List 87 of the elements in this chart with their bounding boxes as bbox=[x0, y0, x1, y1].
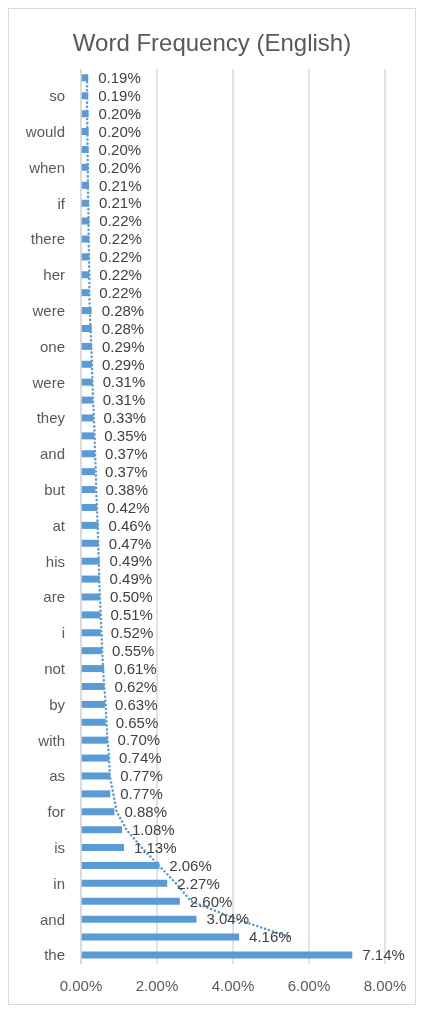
data-label: 0.28% bbox=[101, 319, 145, 337]
data-label: 1.08% bbox=[132, 820, 175, 838]
data-label: 0.33% bbox=[103, 409, 147, 427]
x-tick-label: 0.00% bbox=[59, 976, 103, 994]
y-tick-label: her bbox=[43, 266, 65, 284]
x-tick-label: 6.00% bbox=[287, 976, 331, 994]
y-tick-label: at bbox=[52, 516, 66, 534]
bar bbox=[81, 826, 123, 834]
data-label: 0.20% bbox=[98, 158, 142, 176]
y-tick-label: i bbox=[61, 624, 65, 642]
bar bbox=[81, 897, 180, 905]
data-label: 0.51% bbox=[110, 606, 153, 624]
y-tick-label: by bbox=[49, 695, 66, 713]
data-label: 0.37% bbox=[105, 463, 148, 480]
y-tick-label: in bbox=[53, 874, 65, 892]
data-label: 0.20% bbox=[98, 122, 142, 140]
data-label: 0.55% bbox=[111, 641, 155, 659]
data-label: 0.21% bbox=[98, 194, 142, 212]
data-label: 0.49% bbox=[109, 570, 153, 588]
data-label: 0.74% bbox=[119, 749, 162, 767]
data-label: 0.19% bbox=[98, 69, 141, 87]
data-label: 0.63% bbox=[114, 695, 158, 713]
data-label: 2.06% bbox=[169, 856, 212, 874]
y-tick-label: as bbox=[49, 767, 65, 785]
data-label: 0.28% bbox=[101, 301, 145, 319]
data-label: 0.77% bbox=[120, 767, 163, 785]
y-tick-label: not bbox=[44, 659, 66, 677]
data-label: 0.19% bbox=[98, 87, 141, 105]
chart-title: Word Frequency (English) bbox=[71, 29, 353, 58]
data-label: 0.52% bbox=[110, 624, 154, 642]
x-tick-label: 2.00% bbox=[135, 976, 179, 994]
data-label: 4.16% bbox=[249, 928, 292, 946]
data-label: 0.22% bbox=[99, 283, 142, 301]
data-label: 0.21% bbox=[98, 176, 142, 194]
data-label: 0.35% bbox=[104, 427, 147, 445]
bar bbox=[81, 933, 240, 941]
data-label: 0.50% bbox=[110, 588, 153, 606]
data-label: 0.49% bbox=[109, 552, 153, 570]
x-tick-label: 4.00% bbox=[211, 976, 255, 994]
y-tick-label: were bbox=[31, 301, 65, 319]
y-tick-label: when bbox=[28, 158, 65, 176]
data-label: 0.61% bbox=[114, 659, 157, 677]
data-label: 0.88% bbox=[124, 803, 167, 821]
data-label: 2.60% bbox=[189, 892, 233, 910]
data-label: 0.77% bbox=[120, 785, 163, 803]
y-tick-label: there bbox=[30, 230, 65, 248]
data-label: 0.22% bbox=[99, 230, 142, 248]
data-label: 1.13% bbox=[133, 838, 177, 856]
bar bbox=[81, 951, 353, 959]
data-label: 0.22% bbox=[99, 248, 142, 266]
y-tick-label: with bbox=[37, 731, 65, 749]
y-tick-label: were bbox=[31, 373, 65, 391]
data-label: 0.38% bbox=[105, 480, 148, 498]
data-label: 0.37% bbox=[105, 445, 148, 463]
data-label: 0.70% bbox=[117, 731, 161, 749]
data-label: 0.22% bbox=[99, 266, 142, 284]
y-tick-label: so bbox=[49, 87, 65, 105]
x-tick-label: 8.00% bbox=[363, 976, 407, 994]
data-label: 0.47% bbox=[108, 534, 152, 552]
y-tick-label: and bbox=[39, 445, 65, 463]
data-label: 0.22% bbox=[99, 212, 142, 230]
data-label: 0.65% bbox=[115, 713, 159, 731]
data-label: 0.62% bbox=[114, 677, 158, 695]
data-label: 7.14% bbox=[362, 946, 405, 964]
data-label: 0.42% bbox=[106, 498, 150, 516]
y-tick-label: his bbox=[45, 552, 65, 570]
y-tick-label: would bbox=[24, 122, 65, 140]
y-tick-label: and bbox=[39, 910, 65, 928]
bar bbox=[81, 879, 168, 887]
data-label: 0.29% bbox=[102, 337, 145, 355]
y-tick-label: but bbox=[44, 480, 66, 498]
y-tick-label: the bbox=[44, 946, 65, 964]
data-label: 0.29% bbox=[102, 355, 145, 373]
data-label: 0.46% bbox=[108, 516, 152, 534]
data-label: 0.20% bbox=[98, 104, 142, 122]
y-tick-label: are bbox=[43, 588, 65, 606]
bar bbox=[81, 915, 197, 923]
data-label: 0.31% bbox=[102, 373, 146, 391]
y-tick-label: for bbox=[47, 803, 65, 821]
y-tick-label: they bbox=[36, 409, 66, 427]
data-label: 0.31% bbox=[102, 391, 146, 409]
y-tick-label: if bbox=[57, 194, 66, 212]
y-tick-label: one bbox=[39, 337, 65, 355]
bar bbox=[81, 844, 124, 852]
data-label: 2.27% bbox=[177, 874, 220, 892]
y-tick-label: is bbox=[54, 838, 65, 856]
data-label: 0.20% bbox=[98, 140, 142, 158]
